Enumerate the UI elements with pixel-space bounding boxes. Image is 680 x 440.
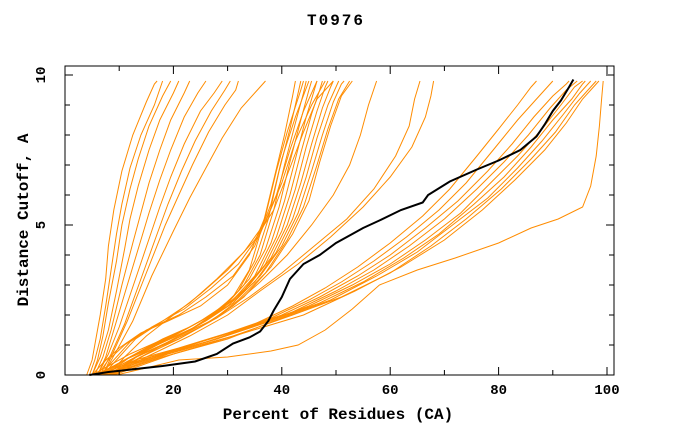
y-tick-label: 5 bbox=[34, 221, 50, 229]
x-tick-label: 40 bbox=[273, 383, 290, 399]
model-curve bbox=[100, 80, 554, 376]
model-curve bbox=[113, 80, 353, 376]
model-curve bbox=[108, 80, 334, 376]
model-curve bbox=[102, 80, 266, 376]
model-curve bbox=[99, 80, 231, 376]
model-curve bbox=[108, 80, 586, 376]
y-tick-label: 0 bbox=[34, 371, 50, 379]
model-curve bbox=[102, 80, 239, 376]
model-curve bbox=[91, 80, 304, 376]
x-tick-label: 0 bbox=[61, 383, 69, 399]
model-curve bbox=[102, 80, 326, 376]
x-tick-label: 60 bbox=[382, 383, 399, 399]
model-curve bbox=[88, 80, 164, 376]
y-tick-label: 10 bbox=[34, 67, 50, 84]
model-curve bbox=[91, 80, 180, 376]
model-curve bbox=[97, 80, 310, 376]
model-curve bbox=[116, 80, 604, 376]
model-curve bbox=[94, 80, 191, 376]
x-axis-label: Percent of Residues (CA) bbox=[223, 406, 453, 424]
plot-frame-and-ticks bbox=[64, 65, 615, 376]
model-curve bbox=[97, 80, 223, 376]
x-tick-label: 100 bbox=[594, 383, 619, 399]
model-curve bbox=[97, 80, 207, 376]
model-curve bbox=[86, 80, 158, 376]
model-curve bbox=[108, 80, 421, 376]
chart-title: T0976 bbox=[307, 12, 365, 30]
model-curve bbox=[102, 80, 578, 376]
plot-frame bbox=[64, 65, 615, 376]
model-curve bbox=[113, 80, 600, 376]
tick-labels-group: 0 20 40 60 80 100 0 5 10 bbox=[34, 67, 620, 399]
model-curve bbox=[94, 80, 302, 376]
y-axis-label: Distance Cutoff, A bbox=[15, 133, 33, 306]
x-tick-label: 20 bbox=[165, 383, 182, 399]
model-curve bbox=[99, 80, 318, 376]
model-curve bbox=[110, 80, 597, 376]
model-curve bbox=[113, 80, 435, 376]
model-curves-group bbox=[86, 80, 604, 376]
model-curve bbox=[105, 80, 583, 376]
model-curve bbox=[105, 80, 334, 376]
model-curve bbox=[102, 80, 378, 376]
highlight-curve-group bbox=[89, 79, 575, 376]
model-curve bbox=[91, 80, 172, 376]
model-curve bbox=[99, 80, 318, 376]
highlight-curve bbox=[89, 79, 575, 376]
x-tick-label: 80 bbox=[490, 383, 507, 399]
